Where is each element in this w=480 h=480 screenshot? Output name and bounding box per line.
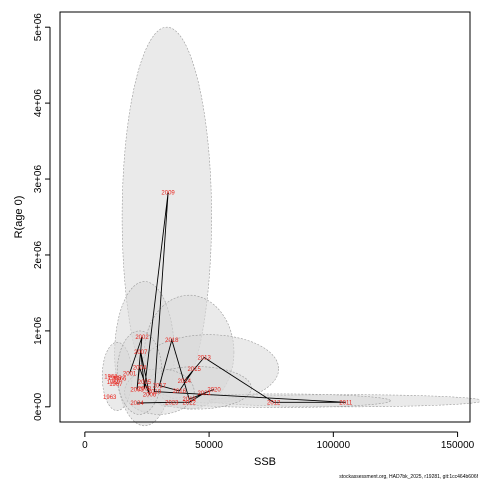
stock-recruit-trajectory — [129, 192, 346, 404]
y-tick-label-0: 0e+00 — [33, 392, 44, 421]
year-label-1966: 1966 — [113, 377, 127, 383]
year-label-2022: 2022 — [183, 400, 197, 406]
x-tick-label-0: 0 — [82, 440, 88, 451]
y-axis-label: R(age 0) — [13, 196, 25, 239]
year-label-2019: 2019 — [183, 397, 197, 403]
year-label-2004: 2004 — [133, 365, 147, 371]
credit-text: stockassessment.org, HAD7bk_2025, r19281… — [339, 474, 478, 480]
y-tick-label-2: 2e+06 — [33, 240, 44, 269]
plot-frame — [59, 11, 471, 423]
year-label-2023: 2023 — [165, 400, 179, 406]
year-label-2024: 2024 — [130, 401, 144, 407]
year-label-2001: 2001 — [123, 371, 137, 377]
x-tick-label-3: 150000 — [441, 440, 475, 451]
x-axis-label: SSB — [254, 456, 276, 468]
year-label-1963: 1963 — [103, 395, 117, 401]
year-label-2002: 2002 — [135, 335, 149, 341]
year-label-2010: 2010 — [148, 390, 162, 396]
trajectory-line — [129, 192, 346, 404]
year-label-1965: 1965 — [108, 376, 122, 382]
year-label-2017: 2017 — [153, 384, 167, 390]
year-label-2021: 2021 — [197, 391, 211, 397]
x-axis: 0 50000 100000 150000 — [82, 431, 475, 451]
y-axis: 0e+00 1e+06 2e+06 3e+06 4e+06 5e+06 — [33, 13, 51, 421]
year-label-2005: 2005 — [138, 380, 152, 386]
year-label-2003: 2003 — [130, 387, 144, 393]
year-label-2006: 2006 — [143, 393, 157, 399]
year-label-2009: 2009 — [161, 191, 175, 197]
year-label-2014: 2014 — [178, 379, 192, 385]
confidence-ellipse-9 — [116, 330, 163, 415]
y-tick-label-4: 4e+06 — [33, 89, 44, 118]
y-tick-label-5: 5e+06 — [33, 13, 44, 42]
year-label-2011: 2011 — [339, 400, 353, 406]
year-label-2020: 2020 — [207, 387, 221, 393]
y-tick-label-1: 1e+06 — [33, 316, 44, 345]
year-label-2013: 2013 — [197, 355, 211, 361]
year-label-2012: 2012 — [267, 400, 281, 406]
year-label-2016: 2016 — [173, 389, 187, 395]
year-label-1969: 1969 — [107, 380, 121, 386]
year-label-2018: 2018 — [165, 338, 179, 344]
x-tick-label-1: 50000 — [195, 440, 223, 451]
year-label-2008: 2008 — [138, 387, 152, 393]
uncertainty-ellipses — [101, 26, 480, 427]
y-tick-label-3: 3e+06 — [33, 165, 44, 194]
year-label-2015: 2015 — [188, 367, 202, 373]
x-tick-label-2: 100000 — [317, 440, 351, 451]
year-label-2007: 2007 — [134, 350, 148, 356]
year-label-1968: 1968 — [104, 374, 118, 380]
year-label-1967: 1967 — [109, 382, 123, 388]
